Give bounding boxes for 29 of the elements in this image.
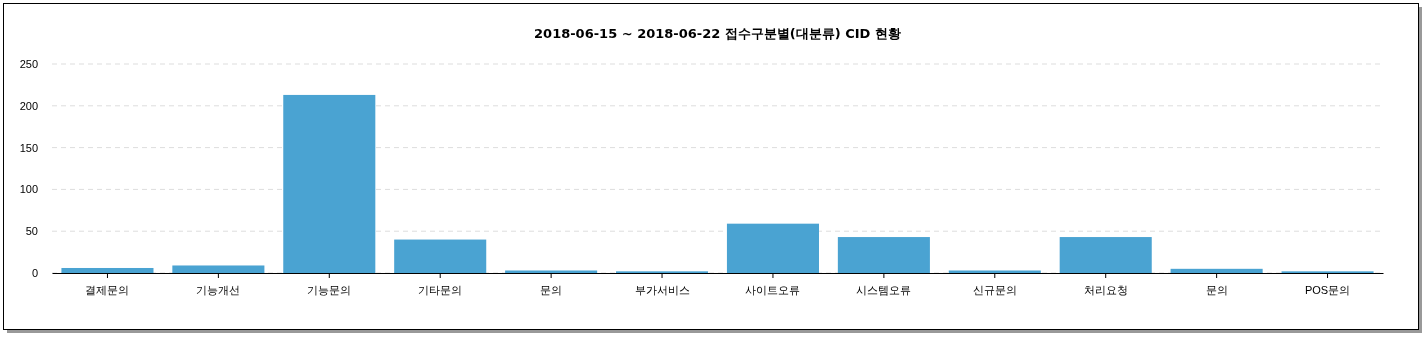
chart-title: 2018-06-15 ~ 2018-06-22 접수구분별(대분류) CID 현황 [534,26,901,41]
bar [172,265,265,273]
bar [1170,268,1263,273]
bar [61,267,154,273]
bar [394,239,487,273]
x-tick-label: 시스템오류 [856,283,912,296]
x-tick-label: 부가서비스 [634,283,690,296]
bar [948,270,1041,273]
bar [283,94,376,273]
x-tick-label: 결제문의 [85,283,130,296]
x-tick-label: 문의 [1205,283,1228,296]
bar [837,237,930,273]
x-tick-label: POS문의 [1304,283,1351,296]
x-tick-label: 처리요청 [1083,283,1128,296]
y-tick-label: 50 [25,225,38,238]
bar [726,223,819,273]
x-tick-label: 사이트오류 [745,283,801,296]
x-tick-label: 기타문의 [418,283,463,296]
x-tick-label: 기능문의 [307,283,352,296]
y-tick-label: 200 [19,99,38,112]
x-tick-label: 문의 [540,283,563,296]
bar [1059,237,1152,273]
y-tick-label: 100 [19,183,38,196]
y-tick-label: 250 [19,58,38,71]
x-tick-label: 기능개선 [196,283,241,296]
x-tick-label: 신규문의 [972,283,1017,296]
y-tick-label: 150 [19,141,38,154]
y-tick-label: 0 [31,267,38,280]
bar [505,270,598,273]
